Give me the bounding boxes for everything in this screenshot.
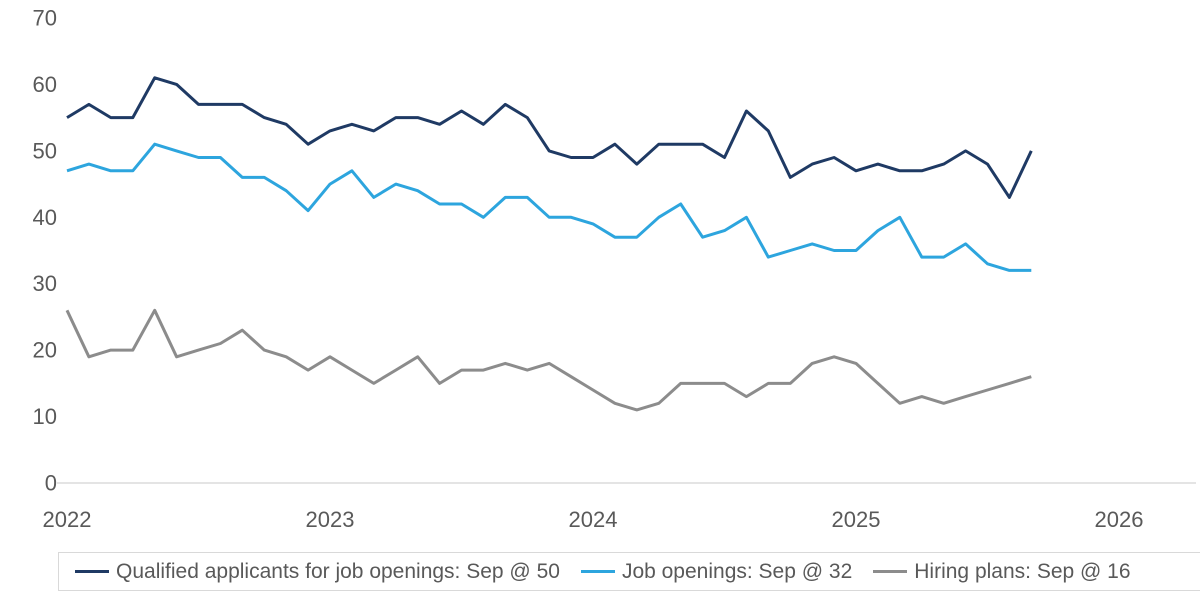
- y-tick-label: 60: [33, 72, 57, 97]
- legend-item-job-openings: Job openings: Sep @ 32: [580, 560, 853, 583]
- plot-area: 0 10 20 30 40 50 60 70 2022 2023 2024 2025 2026: [33, 6, 1196, 532]
- legend-label-job-openings: Job openings: Sep @ 32: [621, 560, 853, 583]
- line-chart: 0 10 20 30 40 50 60 70 2022 2023 2024 2025 2026: [33, 6, 1196, 532]
- legend-swatch-hiring-plans-icon: [873, 570, 908, 573]
- legend-swatch-qualified-applicants-icon: [75, 570, 109, 573]
- legend-swatch-job-openings-icon: [580, 570, 615, 573]
- y-tick-label: 40: [33, 205, 57, 230]
- x-tick-label: 2026: [1095, 507, 1144, 532]
- x-tick-label: 2023: [306, 507, 355, 532]
- y-tick-label: 70: [33, 6, 57, 31]
- y-tick-label: 30: [33, 271, 57, 296]
- series-line-hiring-plans: [65, 308, 1032, 412]
- y-axis-tick-labels: 0 10 20 30 40 50 60 70: [33, 6, 57, 496]
- legend-item-qualified-applicants: Qualified applicants for job openings: S…: [75, 561, 560, 582]
- series-line-job-openings: [66, 142, 1032, 272]
- x-tick-label: 2025: [832, 507, 881, 532]
- x-tick-label: 2024: [569, 507, 618, 532]
- legend-label-qualified-applicants: Qualified applicants for job openings: S…: [116, 560, 560, 583]
- y-tick-label: 0: [45, 471, 57, 496]
- series-lines: [65, 76, 1033, 412]
- y-tick-label: 10: [33, 404, 57, 429]
- y-tick-label: 50: [33, 138, 57, 163]
- legend-label-hiring-plans: Hiring plans: Sep @ 16: [914, 560, 1131, 583]
- legend: Qualified applicants for job openings: S…: [58, 552, 1200, 591]
- x-axis-tick-labels: 2022 2023 2024 2025 2026: [43, 507, 1144, 532]
- series-line-qualified-applicants: [66, 76, 1033, 199]
- legend-item-hiring-plans: Hiring plans: Sep @ 16: [873, 560, 1131, 583]
- y-tick-label: 20: [33, 338, 57, 363]
- x-tick-label: 2022: [43, 507, 92, 532]
